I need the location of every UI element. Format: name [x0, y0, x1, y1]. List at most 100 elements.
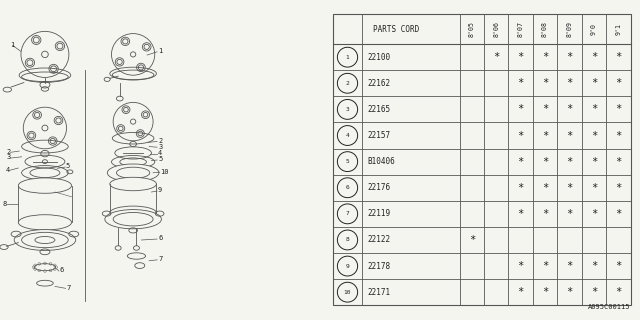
- Text: 9'1: 9'1: [615, 23, 621, 35]
- Text: 22157: 22157: [367, 131, 390, 140]
- Text: *: *: [542, 104, 548, 115]
- Text: *: *: [566, 261, 573, 271]
- Text: 2: 2: [6, 149, 11, 155]
- Text: *: *: [566, 104, 573, 115]
- Text: 2: 2: [346, 81, 349, 86]
- Text: *: *: [493, 52, 499, 62]
- Ellipse shape: [105, 210, 161, 229]
- Text: 6: 6: [60, 268, 64, 273]
- Text: 22176: 22176: [367, 183, 390, 192]
- Text: B10406: B10406: [367, 157, 395, 166]
- Text: *: *: [615, 287, 621, 297]
- Text: *: *: [542, 261, 548, 271]
- Text: *: *: [542, 131, 548, 140]
- Text: 4: 4: [158, 150, 163, 156]
- Text: 1: 1: [346, 55, 349, 60]
- Text: 2: 2: [158, 138, 163, 144]
- Text: 8'08: 8'08: [542, 21, 548, 37]
- Text: 1: 1: [158, 48, 163, 54]
- Text: 1: 1: [10, 42, 14, 48]
- Text: *: *: [542, 52, 548, 62]
- Text: 7: 7: [158, 256, 163, 262]
- Text: *: *: [542, 183, 548, 193]
- Ellipse shape: [19, 215, 72, 230]
- Text: *: *: [615, 261, 621, 271]
- Text: 9'0: 9'0: [591, 23, 597, 35]
- Text: *: *: [615, 156, 621, 167]
- Ellipse shape: [14, 230, 76, 250]
- Text: 8'06: 8'06: [493, 21, 499, 37]
- Text: 9: 9: [158, 188, 163, 193]
- Text: 5: 5: [66, 164, 70, 169]
- Text: 8'05: 8'05: [469, 21, 475, 37]
- Text: *: *: [591, 183, 597, 193]
- Text: *: *: [615, 131, 621, 140]
- Text: *: *: [566, 209, 573, 219]
- Text: *: *: [615, 52, 621, 62]
- Ellipse shape: [110, 177, 156, 191]
- Ellipse shape: [19, 178, 72, 193]
- Text: *: *: [542, 209, 548, 219]
- Text: *: *: [591, 156, 597, 167]
- Text: *: *: [591, 104, 597, 115]
- Text: 22171: 22171: [367, 288, 390, 297]
- Text: 22100: 22100: [367, 53, 390, 62]
- Text: 6: 6: [158, 236, 163, 241]
- Text: PARTS CORD: PARTS CORD: [373, 25, 419, 34]
- Text: 22122: 22122: [367, 236, 390, 244]
- Text: *: *: [591, 261, 597, 271]
- Text: *: *: [615, 78, 621, 88]
- Text: 5: 5: [158, 156, 163, 162]
- Ellipse shape: [108, 164, 159, 182]
- Text: *: *: [542, 287, 548, 297]
- Text: 22162: 22162: [367, 79, 390, 88]
- Text: *: *: [518, 183, 524, 193]
- Text: *: *: [615, 209, 621, 219]
- Text: 6: 6: [346, 185, 349, 190]
- Text: 5: 5: [346, 159, 349, 164]
- Text: A095C00115: A095C00115: [588, 304, 630, 310]
- Text: *: *: [542, 78, 548, 88]
- Text: *: *: [566, 183, 573, 193]
- Text: *: *: [518, 209, 524, 219]
- Text: *: *: [566, 131, 573, 140]
- Text: *: *: [615, 183, 621, 193]
- Text: 4: 4: [346, 133, 349, 138]
- Text: *: *: [518, 156, 524, 167]
- Text: *: *: [518, 78, 524, 88]
- Text: *: *: [566, 156, 573, 167]
- Text: 10: 10: [161, 169, 169, 174]
- Text: *: *: [518, 261, 524, 271]
- Text: 8: 8: [3, 201, 7, 207]
- Text: 8'09: 8'09: [566, 21, 573, 37]
- Text: *: *: [591, 52, 597, 62]
- Text: 22165: 22165: [367, 105, 390, 114]
- Text: *: *: [591, 209, 597, 219]
- Text: 3: 3: [158, 144, 163, 149]
- Text: 10: 10: [344, 290, 351, 295]
- Text: 8: 8: [346, 237, 349, 243]
- Text: *: *: [591, 78, 597, 88]
- Text: *: *: [591, 131, 597, 140]
- Text: *: *: [542, 156, 548, 167]
- Text: *: *: [615, 104, 621, 115]
- Text: 9: 9: [346, 264, 349, 268]
- Text: *: *: [518, 52, 524, 62]
- Ellipse shape: [110, 206, 156, 220]
- Text: 3: 3: [6, 155, 11, 160]
- Text: *: *: [518, 104, 524, 115]
- Text: *: *: [566, 52, 573, 62]
- Text: *: *: [468, 235, 475, 245]
- Text: *: *: [591, 287, 597, 297]
- Text: 7: 7: [67, 285, 71, 291]
- Text: 3: 3: [346, 107, 349, 112]
- Text: 4: 4: [6, 167, 10, 172]
- Text: *: *: [518, 131, 524, 140]
- Text: *: *: [566, 287, 573, 297]
- Text: 8'07: 8'07: [518, 21, 524, 37]
- Text: 7: 7: [346, 211, 349, 216]
- Text: 22119: 22119: [367, 209, 390, 218]
- Text: *: *: [518, 287, 524, 297]
- Text: *: *: [566, 78, 573, 88]
- Text: 22178: 22178: [367, 261, 390, 271]
